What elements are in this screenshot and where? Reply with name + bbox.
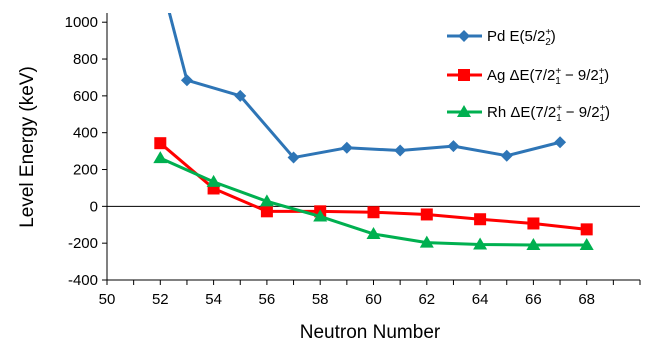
data-point-rh [153,151,168,164]
data-point-rh [526,238,541,251]
x-axis-title: Neutron Number [300,322,441,343]
y-tick-label: 200 [73,162,98,179]
series-rh [153,151,594,251]
axes-layer: -400 -200 0 200 400 600 800 1000 50 52 54 56 58 60 62 6… [65,13,641,308]
data-point-rh [579,238,594,251]
data-point-ag [527,217,540,230]
data-point-rh [259,194,274,207]
y-tick-label: 0 [90,198,98,215]
legend-swatch-marker [458,69,470,81]
y-tick-label: 400 [73,125,98,142]
legend-label-rh: Rh ΔE(7/2+ 1 − 9/2+ 1) [487,103,610,124]
y-tick-label: -400 [68,272,98,289]
x-tick-label: 54 [205,291,222,308]
x-tick-label: 60 [365,291,382,308]
series-pd [167,13,567,164]
x-tick-label: 66 [525,291,542,308]
data-point-rh [366,226,381,239]
legend-label-pd: Pd E(5/2+ 2) [487,27,556,48]
x-tick-label: 68 [578,291,595,308]
data-point-pd [500,149,513,162]
data-point-ag [260,205,273,218]
y-tick-label: 800 [73,51,98,68]
data-point-ag [420,208,433,221]
data-point-pd [554,136,567,149]
y-axis-title: Level Energy (keV) [17,66,38,228]
x-tick-label: 52 [152,291,169,308]
data-point-pd [394,144,407,157]
data-point-rh [313,209,328,222]
data-point-pd [340,141,353,154]
data-point-rh [419,235,434,248]
data-point-pd [180,74,193,87]
x-tick-label: 56 [259,291,276,308]
legend-label-ag: Ag ΔE(7/2+ 1 − 9/2+ 1) [487,66,609,87]
x-tick-label: 50 [99,291,116,308]
legend-item-pd: Pd E(5/2+ 2) [447,27,556,48]
y-tick-label: 600 [73,88,98,105]
y-tick-label: 1000 [65,14,98,31]
x-tick-label: 62 [418,291,435,308]
x-tick-label: 64 [472,291,489,308]
legend-item-rh: Rh ΔE(7/2+ 1 − 9/2+ 1) [447,103,610,124]
data-point-pd [447,140,460,153]
y-tick-label: -200 [68,235,98,252]
legend-item-ag: Ag ΔE(7/2+ 1 − 9/2+ 1) [447,66,609,87]
data-point-pd [287,151,300,164]
legend-swatch-marker [457,105,471,117]
data-point-rh [473,237,488,250]
legend: Pd E(5/2+ 2) Ag ΔE(7/2+ 1 − 9/2+ 1) Rh ΔE(7/2… [447,27,610,124]
data-point-rh [206,174,221,187]
data-point-pd [234,89,247,102]
series-layer [153,13,594,251]
data-point-ag [154,137,167,150]
data-point-ag [580,223,593,236]
x-tick-label: 58 [312,291,329,308]
legend-swatch-marker [458,30,470,42]
data-point-ag [474,213,487,226]
data-point-ag [367,206,380,219]
